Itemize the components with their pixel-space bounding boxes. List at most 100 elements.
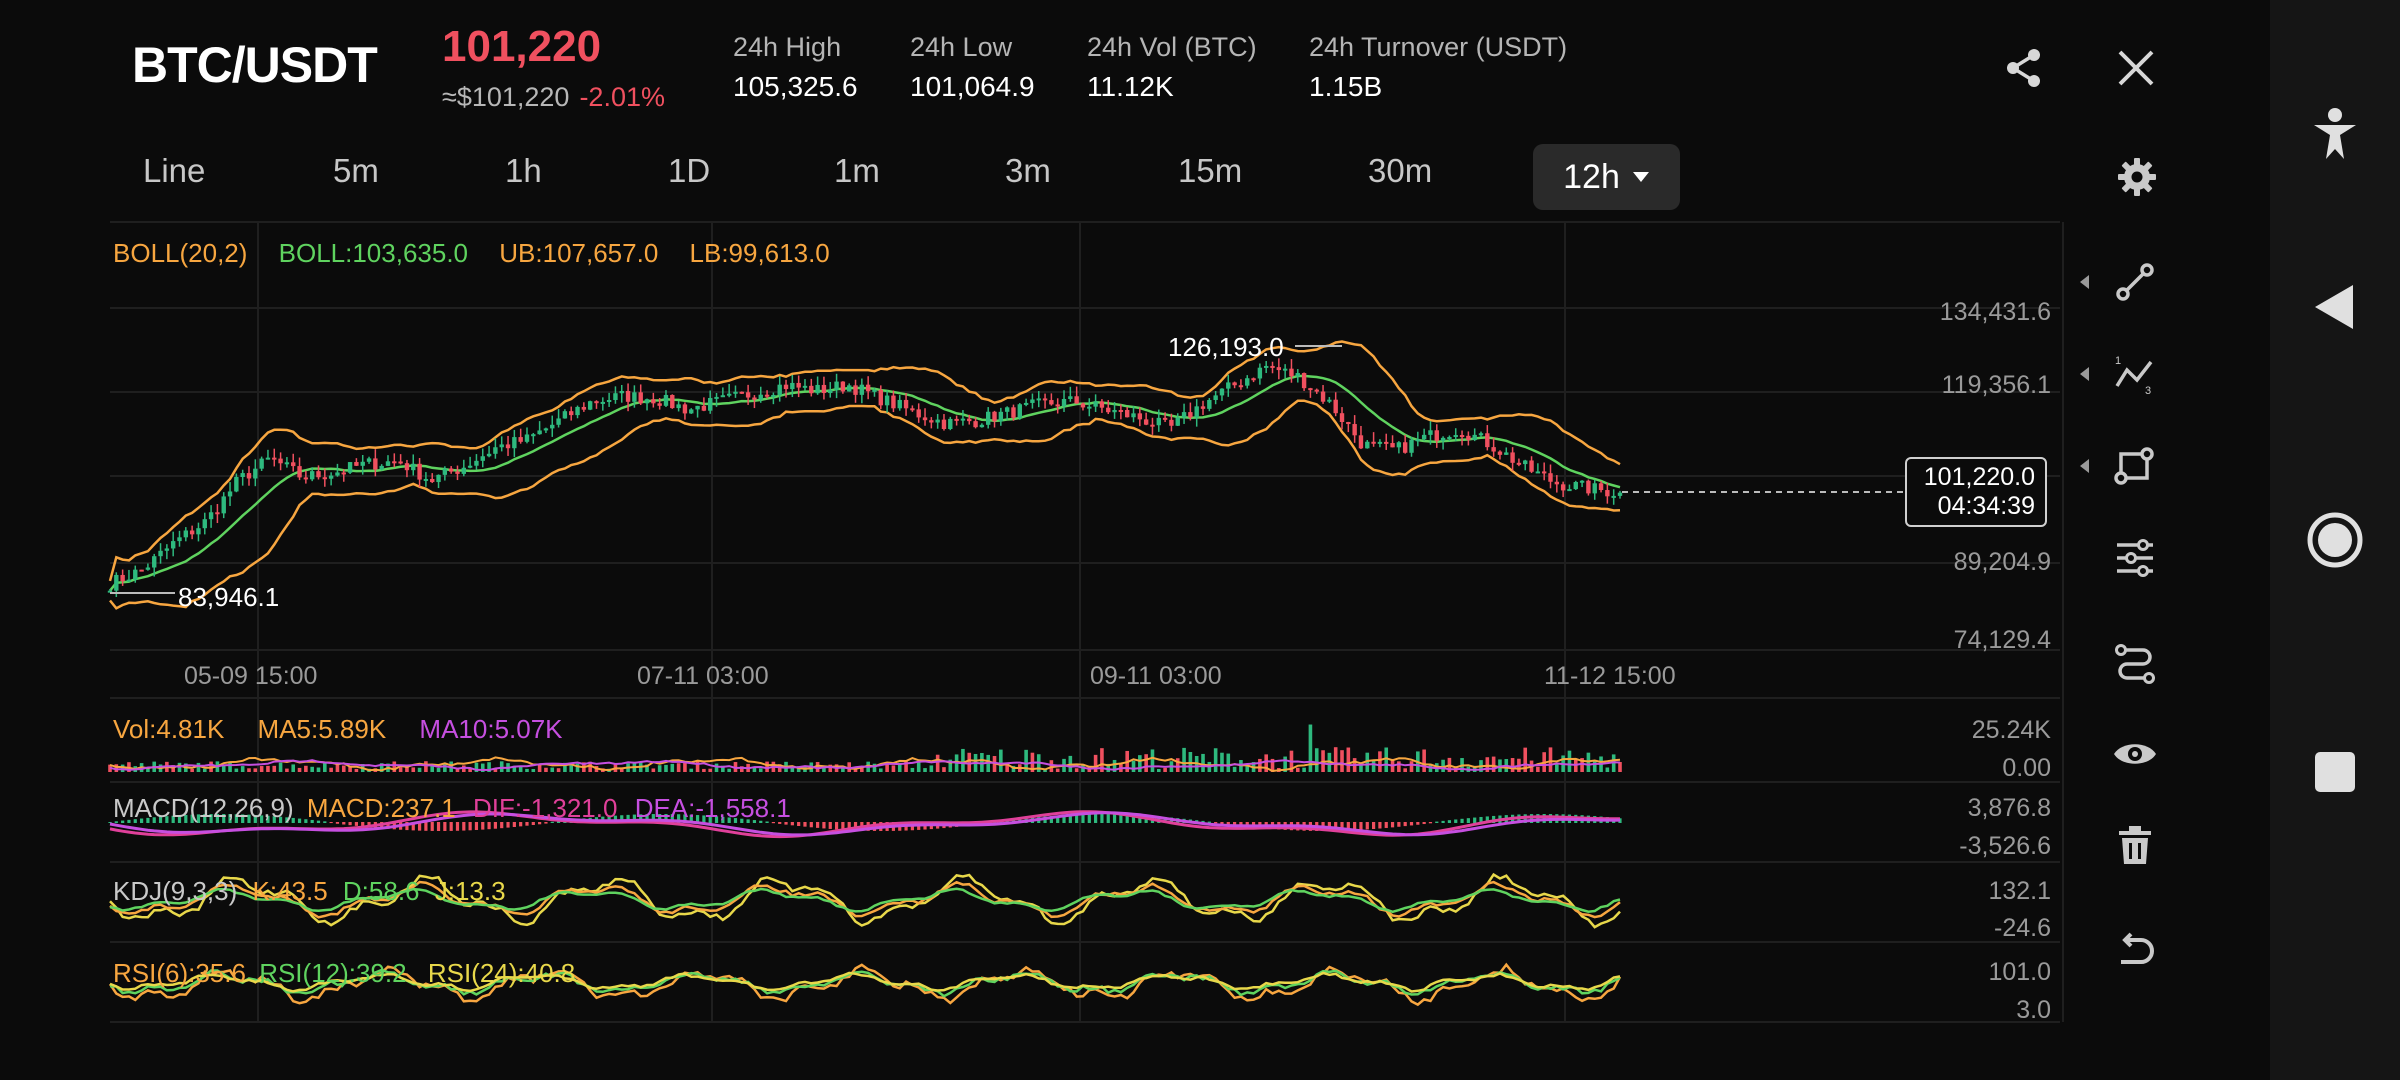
vol-y-bottom: 0.00 — [2002, 754, 2051, 782]
candle-body — [202, 519, 207, 529]
macd-hist-bar — [816, 822, 820, 828]
system-nav-bar — [2270, 0, 2400, 1080]
tab-1m[interactable]: 1m — [834, 152, 880, 189]
tab-3m[interactable]: 3m — [1005, 152, 1051, 189]
macd-hist-bar — [474, 822, 479, 830]
candle-body — [1371, 441, 1376, 444]
macd-hist-bar — [184, 814, 188, 823]
high-marker: 126,193.0 — [1168, 332, 1284, 362]
accessibility-button[interactable] — [2300, 100, 2370, 170]
volume-bar — [1365, 752, 1370, 772]
tab-1d[interactable]: 1D — [668, 152, 711, 189]
tab-5m[interactable]: 5m — [333, 152, 379, 189]
candle-body — [404, 463, 410, 471]
volume-bar — [1074, 768, 1079, 772]
chart-settings-button[interactable] — [2112, 150, 2162, 204]
macd-hist-bar — [1378, 822, 1382, 829]
rsi-y-top: 101.0 — [1988, 958, 2051, 986]
tab-12h-dropdown[interactable]: 12h — [1533, 144, 1680, 210]
candle-body — [1523, 460, 1528, 465]
candle-body — [606, 399, 612, 402]
volume-bar — [550, 767, 555, 772]
macd-hist-bar — [1359, 822, 1363, 830]
macd-hist-bar — [525, 822, 529, 826]
macd-hist-bar — [797, 822, 801, 827]
candle-body — [708, 398, 713, 411]
candle-body — [474, 460, 479, 466]
macd-hist-bar — [152, 817, 156, 823]
tab-line[interactable]: Line — [143, 152, 206, 189]
candle-body — [758, 394, 763, 400]
submenu-indicator-icon — [2080, 367, 2089, 381]
home-button[interactable] — [2300, 505, 2370, 575]
volume-bar — [765, 761, 769, 772]
volume-bar — [847, 762, 852, 772]
volume-bar — [645, 764, 649, 772]
candle-body — [1137, 413, 1143, 420]
candle-body — [145, 567, 151, 570]
macd-hist-bar — [487, 822, 491, 830]
candle-body — [411, 463, 416, 471]
volume-bar — [1270, 758, 1275, 772]
tool-path[interactable] — [2100, 632, 2170, 692]
tab-30m[interactable]: 30m — [1368, 152, 1433, 189]
boll-upper-line — [108, 340, 1621, 582]
macd-hist-bar — [746, 819, 750, 823]
recents-button[interactable] — [2300, 737, 2370, 807]
candle-body — [1162, 417, 1168, 420]
tab-1h[interactable]: 1h — [505, 152, 542, 189]
macd-legend: MACD(12,26,9) MACD:237.1 DIF:-1,321.0 DE… — [113, 793, 791, 824]
tab-15m[interactable]: 15m — [1178, 152, 1243, 189]
candle-body — [1377, 441, 1383, 444]
candle-body — [569, 411, 574, 416]
volume-bar — [1201, 753, 1205, 772]
close-button[interactable] — [2108, 40, 2164, 96]
candle-body — [316, 471, 321, 478]
tool-visibility[interactable] — [2100, 724, 2170, 784]
back-button[interactable] — [2300, 272, 2370, 342]
tool-indicators[interactable] — [2100, 528, 2170, 588]
candle-body — [1194, 406, 1199, 418]
macd-hist-bar — [702, 815, 706, 823]
candle-body — [840, 381, 846, 392]
tool-delete[interactable] — [2100, 816, 2170, 876]
stat-label: 24h High — [733, 32, 842, 62]
volume-bar — [916, 762, 921, 772]
macd-hist-bar — [177, 815, 182, 823]
volume-bar — [316, 767, 321, 772]
candle-body — [865, 384, 871, 392]
tool-trend-line[interactable] — [2100, 252, 2170, 312]
candle-body — [1327, 399, 1332, 402]
macd-hist-bar — [493, 822, 497, 829]
macd-hist-bar — [531, 822, 535, 826]
volume-bar — [923, 768, 927, 772]
chart-canvas[interactable] — [0, 0, 2270, 1080]
macd-hist-bar — [556, 821, 561, 823]
macd-hist-bar — [1075, 814, 1079, 823]
tool-rectangle[interactable] — [2100, 436, 2170, 496]
candle-body — [771, 394, 776, 397]
macd-hist-bar — [1422, 822, 1426, 825]
last-price-box: 101,220.0 04:34:39 — [1905, 457, 2047, 527]
macd-hist-bar — [803, 822, 807, 827]
share-button[interactable] — [1996, 40, 2052, 96]
volume-bar — [885, 762, 889, 772]
macd-hist-bar — [1365, 822, 1369, 830]
volume-bar — [171, 765, 175, 772]
volume-bar — [657, 765, 662, 772]
volume-bar — [935, 754, 940, 772]
macd-hist-bar — [1346, 822, 1350, 831]
tool-undo[interactable] — [2100, 922, 2170, 982]
rsi24-line — [109, 971, 1621, 993]
pair-title[interactable]: BTC/USDT — [132, 37, 378, 93]
macd-hist-bar — [354, 822, 359, 826]
volume-bar — [815, 761, 820, 772]
volume-bar — [221, 764, 226, 772]
candle-body — [1200, 406, 1206, 409]
volume-bar — [878, 768, 883, 772]
macd-hist-bar — [809, 822, 813, 828]
candle-body — [587, 401, 593, 410]
stat-label: 24h Turnover (USDT) — [1309, 32, 1568, 62]
macd-hist-bar — [1163, 816, 1167, 823]
